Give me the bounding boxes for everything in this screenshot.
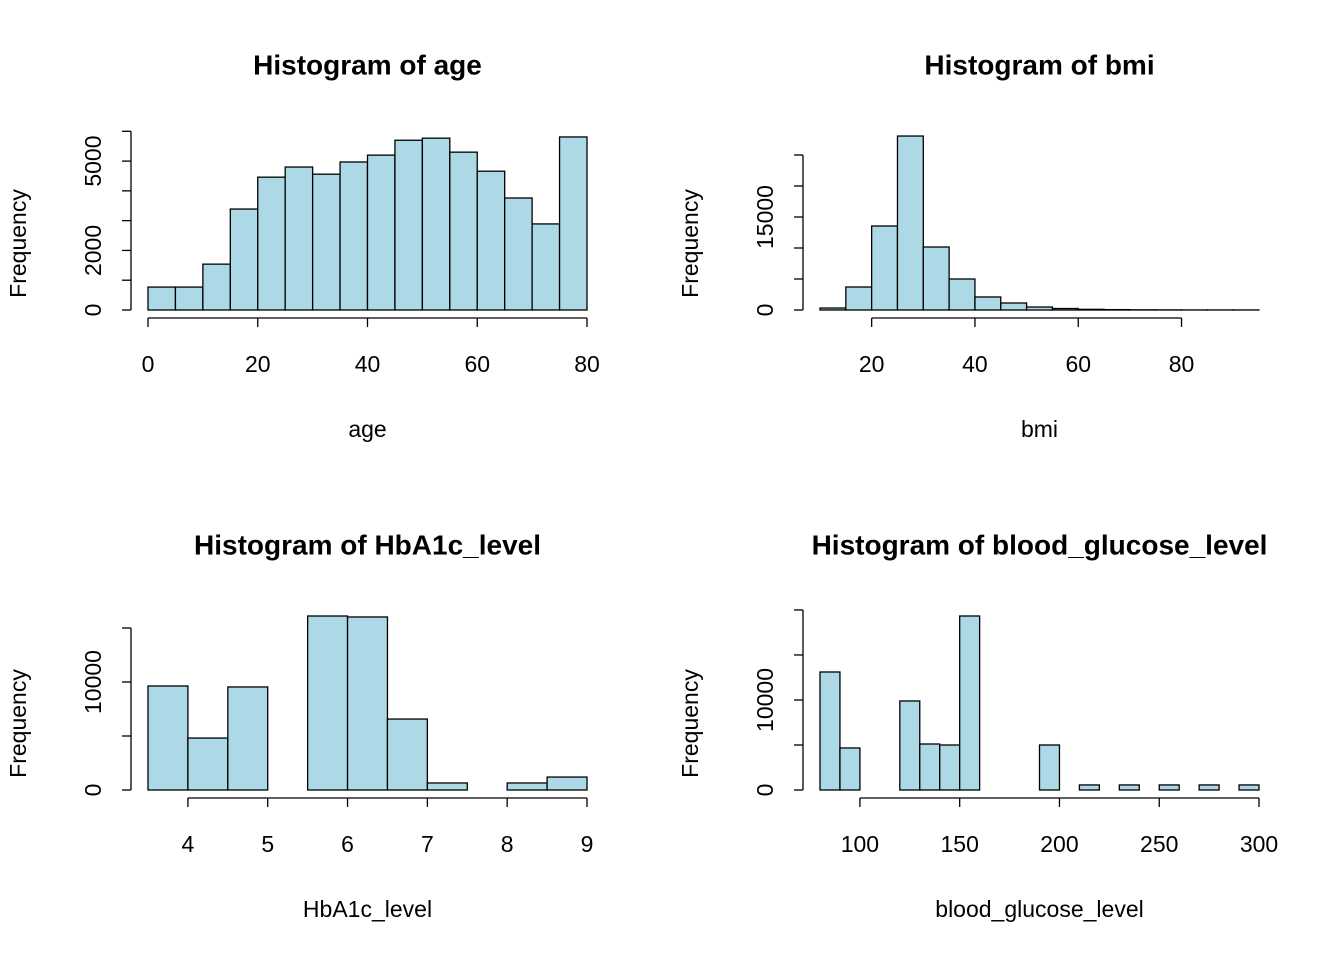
bar: [306, 615, 349, 791]
x-tick-label: 80: [1169, 351, 1195, 377]
bar: [1025, 306, 1054, 311]
bar: [476, 170, 506, 311]
y-axis-label: Frequency: [677, 189, 703, 298]
bar: [504, 197, 533, 311]
bar: [506, 782, 548, 791]
bar: [426, 782, 468, 791]
bar: [1078, 784, 1101, 791]
bar: [1238, 784, 1260, 791]
bar: [899, 700, 921, 791]
bar: [449, 151, 478, 311]
bar: [1038, 744, 1061, 791]
bar: [558, 136, 588, 311]
x-tick-label: 250: [1140, 831, 1178, 857]
x-tick-label: 60: [464, 351, 490, 377]
bar: [394, 139, 424, 311]
bar: [1198, 784, 1220, 791]
bar: [845, 286, 873, 311]
bar: [229, 208, 259, 311]
x-tick-label: 200: [1040, 831, 1078, 857]
bar: [257, 176, 286, 311]
y-axis-label: Frequency: [5, 669, 31, 778]
y-tick-label: 2000: [80, 225, 106, 276]
bar: [284, 166, 314, 311]
x-tick-label: 20: [245, 351, 271, 377]
bar: [147, 685, 189, 791]
y-tick-label: 0: [752, 304, 778, 317]
bar: [819, 307, 847, 311]
bar: [974, 296, 1002, 311]
x-tick-label: 5: [261, 831, 274, 857]
x-tick-label: 40: [355, 351, 381, 377]
x-tick-label: 40: [962, 351, 988, 377]
x-tick-label: 100: [841, 831, 879, 857]
x-tick-label: 80: [574, 351, 600, 377]
bar: [819, 671, 841, 791]
y-tick-label: 10000: [752, 668, 778, 732]
y-tick-label: 15000: [752, 185, 778, 249]
x-tick-label: 8: [501, 831, 514, 857]
bar: [366, 154, 396, 311]
x-axis-label: age: [348, 416, 386, 442]
bar: [174, 286, 204, 311]
bar: [939, 744, 961, 791]
bar: [1118, 784, 1140, 791]
bar: [959, 615, 981, 791]
bar: [919, 743, 941, 791]
bar: [546, 776, 588, 791]
x-tick-label: 7: [421, 831, 434, 857]
x-tick-label: 300: [1240, 831, 1278, 857]
y-axis-label: Frequency: [5, 189, 31, 298]
panel-title: Histogram of HbA1c_level: [194, 529, 541, 560]
panel-title: Histogram of age: [253, 49, 482, 80]
bar: [870, 225, 899, 311]
bar: [1077, 308, 1105, 311]
y-tick-label: 0: [752, 784, 778, 797]
bar: [531, 223, 561, 311]
x-tick-label: 150: [940, 831, 978, 857]
y-axis-label: Frequency: [677, 669, 703, 778]
bar: [922, 246, 950, 311]
y-tick-label: 10000: [80, 650, 106, 714]
x-tick-label: 9: [581, 831, 594, 857]
x-tick-label: 0: [142, 351, 155, 377]
bar: [1158, 784, 1180, 791]
bar: [839, 747, 861, 791]
y-tick-label: 0: [80, 304, 106, 317]
x-axis-label: bmi: [1021, 416, 1058, 442]
x-axis-label: blood_glucose_level: [935, 896, 1143, 922]
bar: [386, 718, 429, 791]
bar: [421, 137, 451, 311]
bar: [311, 173, 341, 311]
y-tick-label: 0: [80, 784, 106, 797]
bar: [948, 278, 976, 311]
x-tick-label: 6: [341, 831, 354, 857]
bar: [147, 286, 177, 311]
panel-title: Histogram of blood_glucose_level: [812, 529, 1268, 560]
bar: [202, 263, 231, 311]
bar: [339, 161, 369, 311]
bar: [187, 737, 229, 791]
bar: [227, 686, 269, 791]
bar: [896, 135, 924, 311]
x-tick-label: 4: [182, 831, 195, 857]
x-axis-label: HbA1c_level: [303, 896, 432, 922]
x-tick-label: 20: [859, 351, 885, 377]
bar: [346, 616, 389, 791]
bar: [1000, 302, 1028, 311]
bar: [1051, 307, 1079, 311]
x-tick-label: 60: [1065, 351, 1091, 377]
y-tick-label: 5000: [80, 135, 106, 186]
panel-title: Histogram of bmi: [924, 49, 1154, 80]
